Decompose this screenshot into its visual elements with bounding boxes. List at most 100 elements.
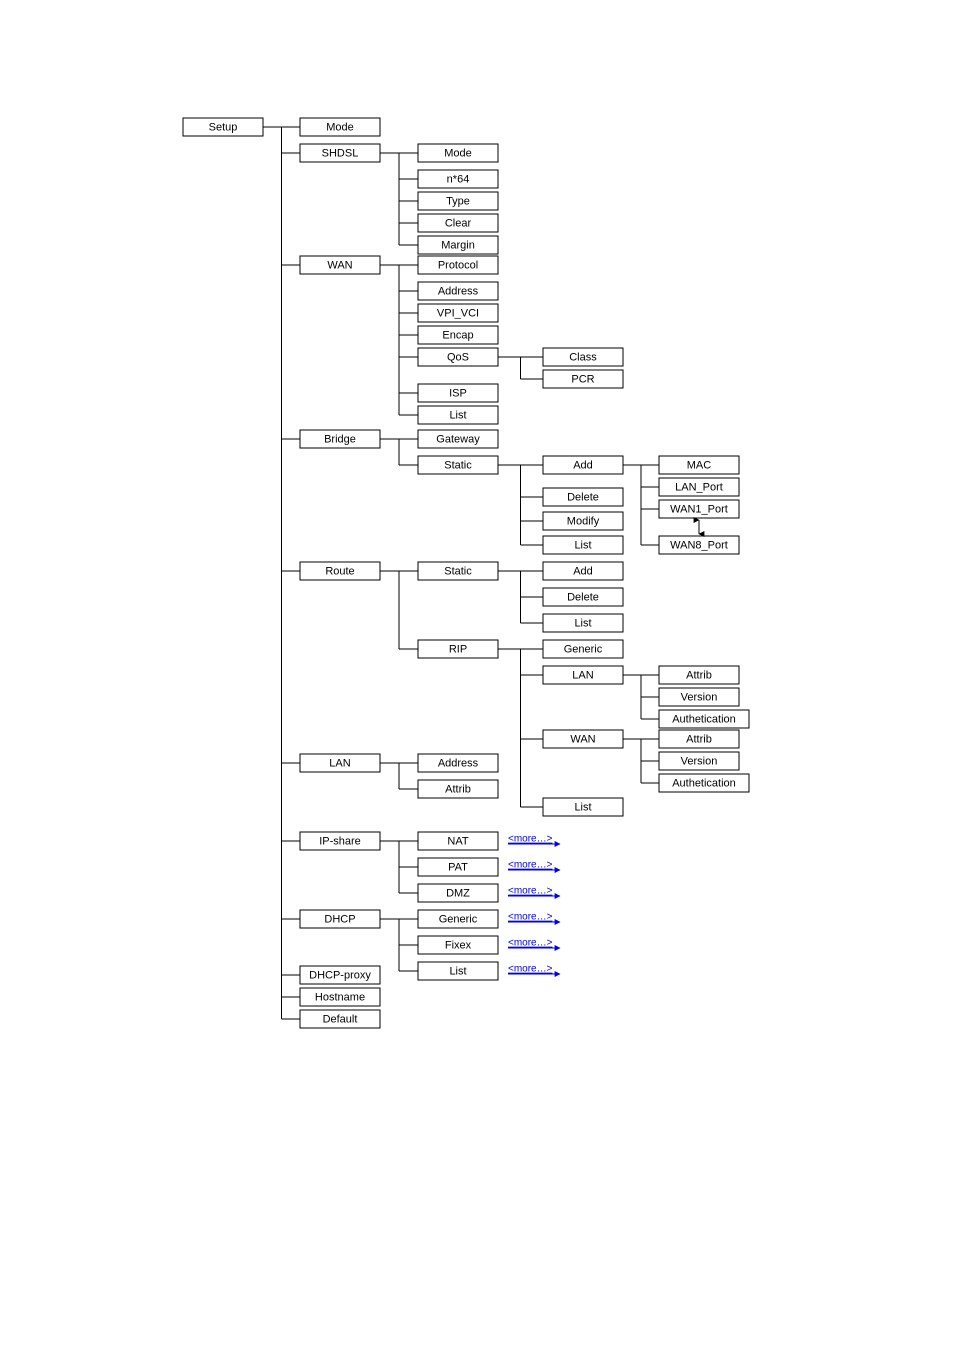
node-label-rs_list: List bbox=[574, 617, 591, 629]
more-link-ip_nat[interactable]: <more…> bbox=[508, 834, 553, 845]
node-label-b_gw: Gateway bbox=[436, 433, 480, 445]
node-rs_add: Add bbox=[543, 562, 623, 580]
node-label-dhcp: DHCP bbox=[324, 913, 355, 925]
node-rs_del: Delete bbox=[543, 588, 623, 606]
menu-tree-diagram: SetupModeSHDSLWANBridgeRouteLANIP-shareD… bbox=[0, 0, 954, 1350]
more-link-d_gen[interactable]: <more…> bbox=[508, 912, 553, 923]
node-q_pcr: PCR bbox=[543, 370, 623, 388]
node-rl_ver: Version bbox=[659, 688, 739, 706]
node-l_addr: Address bbox=[418, 754, 498, 772]
node-bsa_lan: LAN_Port bbox=[659, 478, 739, 496]
node-hostname: Hostname bbox=[300, 988, 380, 1006]
node-label-bridge: Bridge bbox=[324, 433, 356, 445]
node-sh_type: Type bbox=[418, 192, 498, 210]
node-sh_margin: Margin bbox=[418, 236, 498, 254]
node-rs_list: List bbox=[543, 614, 623, 632]
node-bs_mod: Modify bbox=[543, 512, 623, 530]
node-label-ip_pat: PAT bbox=[448, 861, 468, 873]
node-d_gen: Generic bbox=[418, 910, 498, 928]
node-label-rip_lan: LAN bbox=[572, 669, 593, 681]
node-sh_mode: Mode bbox=[418, 144, 498, 162]
node-ipshare: IP-share bbox=[300, 832, 380, 850]
node-b_static: Static bbox=[418, 456, 498, 474]
node-label-l_attr: Attrib bbox=[445, 783, 471, 795]
node-w_qos: QoS bbox=[418, 348, 498, 366]
node-label-d_list: List bbox=[449, 965, 466, 977]
node-label-bsa_lan: LAN_Port bbox=[675, 481, 723, 493]
node-dhcp: DHCP bbox=[300, 910, 380, 928]
node-rw_attr: Attrib bbox=[659, 730, 739, 748]
node-rip_list: List bbox=[543, 798, 623, 816]
node-label-w_addr: Address bbox=[438, 285, 479, 297]
node-wan: WAN bbox=[300, 256, 380, 274]
node-label-q_pcr: PCR bbox=[571, 373, 594, 385]
node-label-ip_dmz: DMZ bbox=[446, 887, 470, 899]
node-r_static: Static bbox=[418, 562, 498, 580]
node-rip_lan: LAN bbox=[543, 666, 623, 684]
node-d_list: List bbox=[418, 962, 498, 980]
node-label-w_qos: QoS bbox=[447, 351, 469, 363]
node-label-bsa_wan1: WAN1_Port bbox=[670, 503, 728, 515]
node-label-sh_n64: n*64 bbox=[447, 173, 470, 185]
node-label-rs_del: Delete bbox=[567, 591, 599, 603]
more-link-d_list[interactable]: <more…> bbox=[508, 964, 553, 975]
node-ip_pat: PAT bbox=[418, 858, 498, 876]
node-sh_n64: n*64 bbox=[418, 170, 498, 188]
node-ip_nat: NAT bbox=[418, 832, 498, 850]
node-rw_auth: Authetication bbox=[659, 774, 749, 792]
node-d_fix: Fixex bbox=[418, 936, 498, 954]
node-label-rip_wan: WAN bbox=[570, 733, 595, 745]
node-lan: LAN bbox=[300, 754, 380, 772]
node-shdsl: SHDSL bbox=[300, 144, 380, 162]
node-label-rl_attr: Attrib bbox=[686, 669, 712, 681]
node-label-sh_mode: Mode bbox=[444, 147, 472, 159]
node-label-wan: WAN bbox=[327, 259, 352, 271]
node-label-ip_nat: NAT bbox=[447, 835, 468, 847]
node-w_isp: ISP bbox=[418, 384, 498, 402]
node-q_class: Class bbox=[543, 348, 623, 366]
node-label-rip_list: List bbox=[574, 801, 591, 813]
node-label-l_addr: Address bbox=[438, 757, 479, 769]
more-link-d_fix[interactable]: <more…> bbox=[508, 938, 553, 949]
node-label-setup: Setup bbox=[209, 121, 238, 133]
more-link-ip_pat[interactable]: <more…> bbox=[508, 860, 553, 871]
node-b_gw: Gateway bbox=[418, 430, 498, 448]
node-label-lan: LAN bbox=[329, 757, 350, 769]
node-w_list: List bbox=[418, 406, 498, 424]
node-w_addr: Address bbox=[418, 282, 498, 300]
node-label-shdsl: SHDSL bbox=[322, 147, 359, 159]
node-label-d_fix: Fixex bbox=[445, 939, 472, 951]
node-dhcp_proxy: DHCP-proxy bbox=[300, 966, 380, 984]
node-label-ipshare: IP-share bbox=[319, 835, 361, 847]
node-label-rl_auth: Authetication bbox=[672, 713, 736, 725]
node-bsa_mac: MAC bbox=[659, 456, 739, 474]
node-mode: Mode bbox=[300, 118, 380, 136]
node-rip_wan: WAN bbox=[543, 730, 623, 748]
node-label-bs_del: Delete bbox=[567, 491, 599, 503]
node-label-sh_type: Type bbox=[446, 195, 470, 207]
node-w_proto: Protocol bbox=[418, 256, 498, 274]
node-label-dhcp_proxy: DHCP-proxy bbox=[309, 969, 371, 981]
node-label-rw_auth: Authetication bbox=[672, 777, 736, 789]
node-ip_dmz: DMZ bbox=[418, 884, 498, 902]
node-bsa_wan1: WAN1_Port bbox=[659, 500, 739, 518]
node-label-bs_mod: Modify bbox=[567, 515, 600, 527]
node-label-default: Default bbox=[323, 1013, 358, 1025]
node-label-rl_ver: Version bbox=[681, 691, 718, 703]
more-link-ip_dmz[interactable]: <more…> bbox=[508, 886, 553, 897]
node-label-rs_add: Add bbox=[573, 565, 593, 577]
node-w_vpi: VPI_VCI bbox=[418, 304, 498, 322]
node-label-q_class: Class bbox=[569, 351, 597, 363]
node-r_rip: RIP bbox=[418, 640, 498, 658]
node-sh_clear: Clear bbox=[418, 214, 498, 232]
node-rl_attr: Attrib bbox=[659, 666, 739, 684]
node-rl_auth: Authetication bbox=[659, 710, 749, 728]
node-setup: Setup bbox=[183, 118, 263, 136]
node-label-mode: Mode bbox=[326, 121, 354, 133]
node-bs_add: Add bbox=[543, 456, 623, 474]
node-l_attr: Attrib bbox=[418, 780, 498, 798]
node-label-w_vpi: VPI_VCI bbox=[437, 307, 479, 319]
node-rip_gen: Generic bbox=[543, 640, 623, 658]
node-bs_del: Delete bbox=[543, 488, 623, 506]
node-bsa_wan8: WAN8_Port bbox=[659, 536, 739, 554]
